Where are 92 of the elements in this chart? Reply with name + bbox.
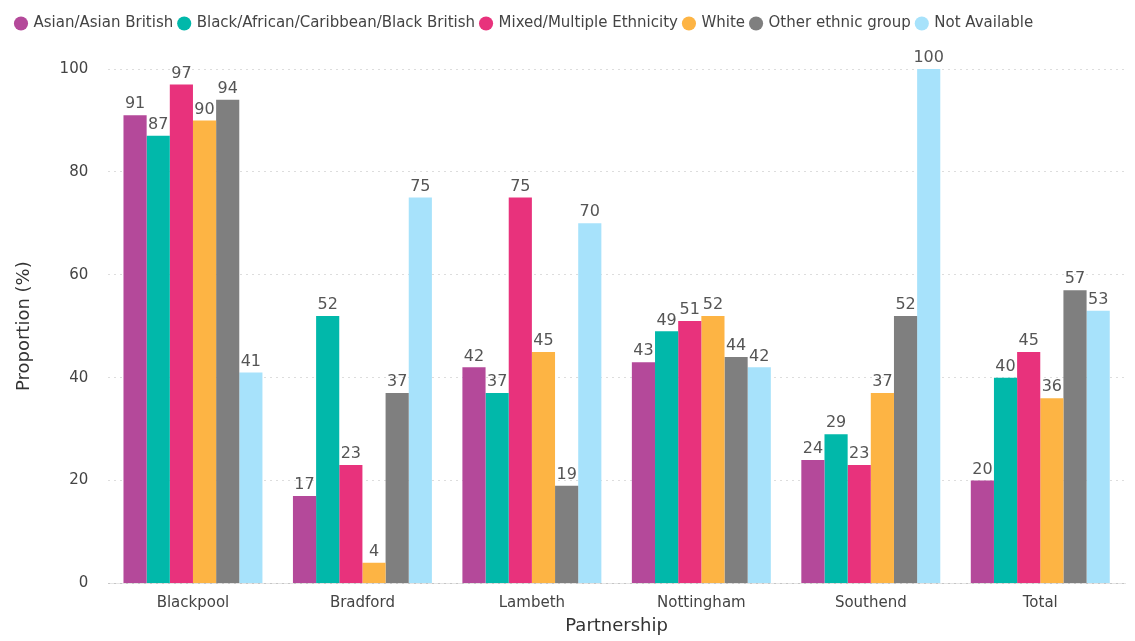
bar <box>508 197 532 583</box>
x-tick-label: Southend <box>834 593 907 612</box>
data-label: 97 <box>171 62 192 82</box>
data-label: 24 <box>802 438 824 458</box>
bar <box>531 351 556 583</box>
bar <box>1063 290 1087 583</box>
bar <box>824 434 848 583</box>
data-label: 57 <box>1064 268 1086 288</box>
bar <box>655 331 679 583</box>
y-tick-label: 60 <box>69 264 89 283</box>
data-label: 36 <box>1041 376 1063 396</box>
bar <box>1040 398 1064 583</box>
data-label: 37 <box>486 371 508 391</box>
bar <box>870 393 894 583</box>
data-label: 23 <box>849 443 870 463</box>
bar <box>123 115 147 583</box>
data-label: 44 <box>725 335 747 355</box>
data-label: 43 <box>633 340 654 360</box>
y-tick-label: 0 <box>78 573 89 592</box>
legend-label: Other ethnic group <box>768 13 911 32</box>
bar <box>485 393 509 583</box>
bar <box>678 321 702 583</box>
y-axis-title: Proportion (%) <box>12 261 34 392</box>
bar <box>239 372 263 583</box>
bar <box>216 99 240 583</box>
data-label: 41 <box>240 350 262 370</box>
bar <box>993 377 1018 583</box>
bar <box>724 357 748 583</box>
data-label: 90 <box>194 98 215 118</box>
bar <box>631 362 656 583</box>
data-label: 45 <box>533 330 554 350</box>
bar <box>1086 310 1110 583</box>
x-tick-label: Bradford <box>329 593 395 612</box>
x-axis-title: Partnership <box>565 613 668 635</box>
bar <box>578 223 602 583</box>
bar <box>893 315 918 583</box>
data-label: 49 <box>656 309 677 329</box>
legend-label: Not Available <box>934 13 1034 32</box>
data-label: 29 <box>825 412 847 432</box>
data-label: 53 <box>1087 288 1109 308</box>
y-tick-label: 80 <box>69 161 89 180</box>
data-label: 75 <box>510 175 531 195</box>
x-tick-label: Nottingham <box>657 593 746 612</box>
data-label: 75 <box>410 175 431 195</box>
bar <box>917 69 941 583</box>
bar <box>316 315 340 583</box>
bar <box>555 485 579 583</box>
x-tick-label: Total <box>1021 593 1058 612</box>
data-label: 40 <box>995 355 1016 375</box>
data-label: 19 <box>556 463 577 483</box>
data-label: 87 <box>148 114 169 134</box>
data-label: 52 <box>895 294 916 314</box>
data-label: 23 <box>340 443 362 463</box>
data-label: 94 <box>217 78 238 98</box>
y-tick-label: 20 <box>69 470 89 489</box>
bar <box>970 480 994 583</box>
legend-label: Black/African/Caribbean/Black British <box>196 13 476 32</box>
bar <box>192 120 217 583</box>
data-label: 52 <box>317 294 338 314</box>
bar <box>385 393 409 583</box>
data-label: 17 <box>294 474 315 494</box>
bar <box>408 197 432 583</box>
data-label: 20 <box>972 458 993 478</box>
bar <box>747 367 771 583</box>
bar <box>1017 351 1041 583</box>
data-label: 51 <box>679 299 700 319</box>
legend-label: White <box>701 13 746 32</box>
bar <box>339 465 363 583</box>
x-tick-label: Lambeth <box>498 593 566 612</box>
bar <box>847 465 871 583</box>
bar <box>362 562 386 583</box>
data-label: 42 <box>749 345 770 365</box>
data-label: 52 <box>702 294 724 314</box>
data-label: 37 <box>872 371 893 391</box>
y-tick-label: 100 <box>59 58 89 77</box>
data-label: 42 <box>463 345 485 365</box>
bar <box>169 84 193 583</box>
data-label: 37 <box>386 371 408 391</box>
y-tick-label: 40 <box>69 367 89 386</box>
bar <box>146 135 170 583</box>
legend-label: Asian/Asian British <box>33 13 174 32</box>
bar <box>462 367 486 583</box>
data-label: 45 <box>1018 330 1039 350</box>
data-label: 4 <box>368 540 380 560</box>
data-label: 70 <box>579 201 600 221</box>
legend-label: Mixed/Multiple Ethnicity <box>498 13 679 32</box>
bar <box>292 495 317 583</box>
bar <box>801 459 825 583</box>
data-label: 91 <box>124 93 146 113</box>
x-tick-label: Blackpool <box>156 593 230 612</box>
data-label: 100 <box>913 47 944 67</box>
bar <box>701 315 725 583</box>
